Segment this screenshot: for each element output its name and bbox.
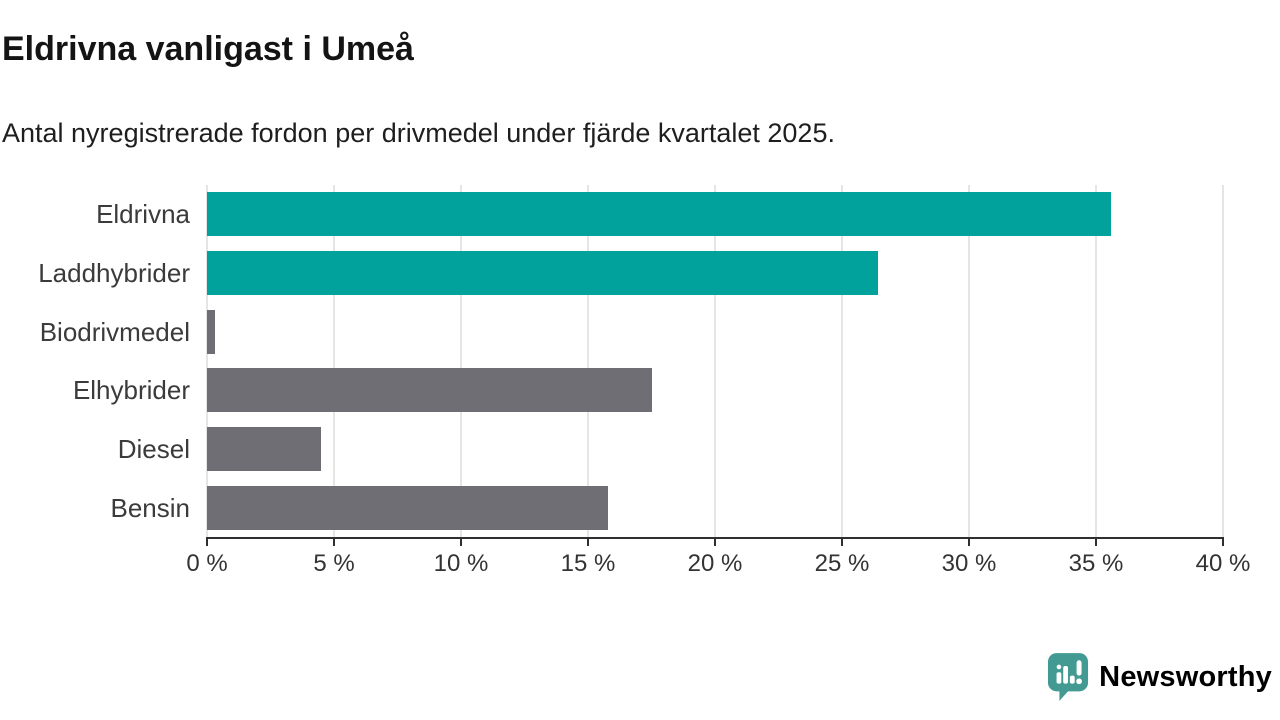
bar-diesel (207, 427, 322, 471)
bar-eldrivna (207, 192, 1112, 237)
y-axis-label-biodrivmedel: Biodrivmedel (39, 316, 190, 347)
x-tick-mark (841, 537, 843, 546)
gridline-layer (206, 185, 1224, 537)
y-axis-label-bensin: Bensin (110, 492, 191, 523)
bar-elhybrider (207, 368, 652, 413)
x-tick-mark (1222, 537, 1224, 546)
x-tick-mark (968, 537, 970, 546)
chart-subtitle: Antal nyregistrerade fordon per drivmede… (2, 118, 835, 148)
gridline (1095, 185, 1097, 537)
x-tick-label: 20 % (687, 550, 743, 577)
x-tick-mark (206, 537, 208, 546)
gridline (587, 185, 589, 537)
bar-bensin (207, 485, 609, 530)
x-tick-label: 15 % (560, 550, 616, 577)
plot-area (206, 185, 1224, 537)
newsworthy-bubble-chart-icon (1048, 653, 1089, 701)
x-tick-label: 25 % (814, 550, 870, 577)
gridline (460, 185, 462, 537)
y-axis-label-eldrivna: Eldrivna (96, 199, 190, 230)
x-tick-mark (460, 537, 462, 546)
x-tick-mark (1095, 537, 1097, 546)
bars-layer (207, 185, 1223, 537)
bar-laddhybrider (207, 251, 878, 295)
newsworthy-logo-text: Newsworthy (1099, 660, 1272, 693)
chart-title: Eldrivna vanligast i Umeå (2, 30, 414, 68)
gridline (206, 185, 208, 537)
y-axis-label-diesel: Diesel (117, 434, 190, 464)
x-tick-label: 10 % (433, 550, 489, 577)
gridline (333, 185, 335, 537)
x-tick-label: 30 % (941, 550, 997, 577)
gridline (714, 185, 716, 537)
x-tick-label: 35 % (1068, 550, 1124, 577)
x-tick-label: 40 % (1195, 550, 1251, 577)
bar-biodrivmedel (207, 309, 215, 354)
x-tick-label: 0 % (186, 550, 228, 577)
gridline (841, 185, 843, 537)
x-tick-label: 5 % (313, 550, 355, 577)
y-axis-label-elhybrider: Elhybrider (72, 375, 190, 406)
gridline (1222, 185, 1224, 537)
gridline (968, 185, 970, 537)
x-tick-mark (714, 537, 716, 546)
newsworthy-logo: Newsworthy (1047, 652, 1272, 702)
y-axis-label-laddhybrider: Laddhybrider (38, 258, 190, 288)
x-tick-mark (587, 537, 589, 546)
x-tick-mark (333, 537, 335, 546)
